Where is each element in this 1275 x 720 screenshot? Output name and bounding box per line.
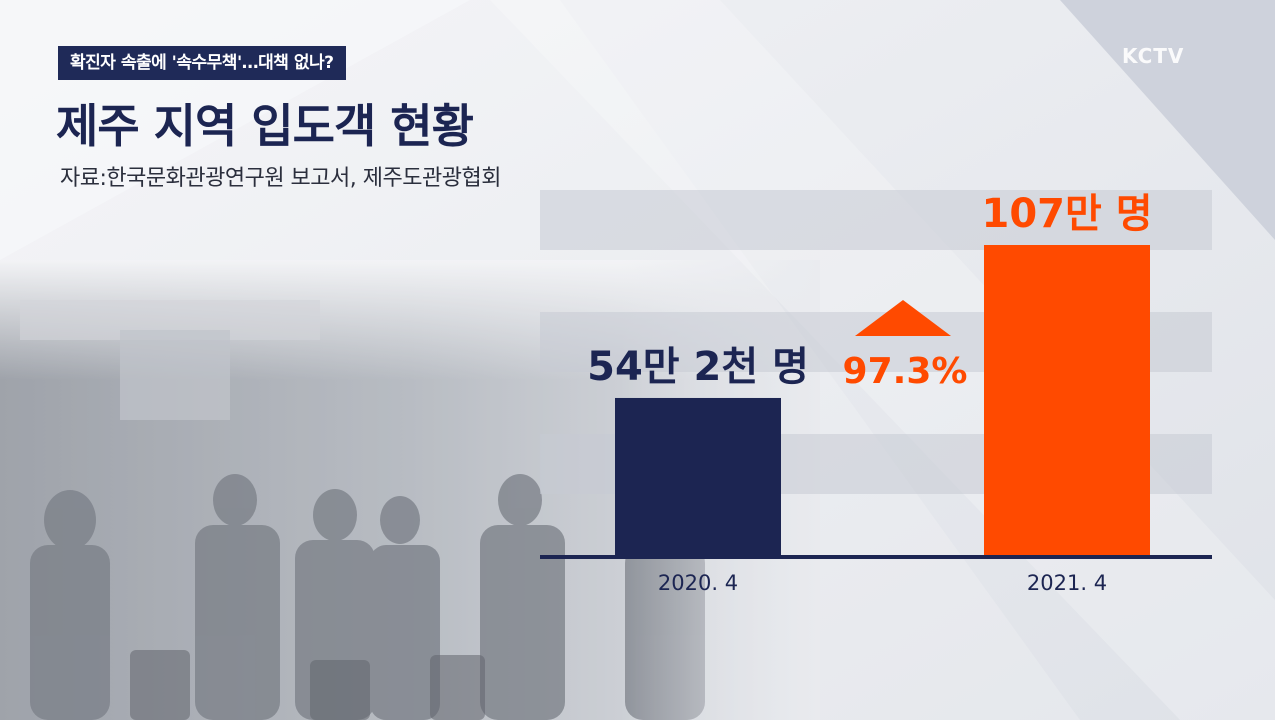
x-tick-label-2: 2021. 4 bbox=[1027, 571, 1107, 595]
bars bbox=[615, 245, 1150, 555]
change-indicator: 97.3% bbox=[843, 300, 968, 392]
increase-arrow-icon bbox=[855, 300, 951, 336]
channel-logo: KCTV bbox=[1122, 44, 1185, 68]
value-labels: 54만 2천 명 107만 명 bbox=[587, 191, 1152, 390]
change-percentage: 97.3% bbox=[843, 351, 968, 392]
bar-2 bbox=[984, 245, 1150, 555]
bar-1 bbox=[615, 397, 781, 555]
x-tick-label-1: 2020. 4 bbox=[658, 571, 738, 595]
page-title: 제주 지역 입도객 현황 bbox=[56, 99, 474, 153]
x-axis: 2020. 4 2021. 4 bbox=[540, 555, 1212, 595]
x-axis-line bbox=[540, 555, 1212, 559]
data-source: 자료:한국문화관광연구원 보고서, 제주도관광협회 bbox=[60, 166, 501, 191]
grid-band-1 bbox=[540, 190, 1212, 250]
value-label-2: 107만 명 bbox=[981, 191, 1152, 237]
news-headline-tag: 확진자 속출에 '속수무책'…대책 없나? bbox=[58, 46, 346, 80]
value-label-1: 54만 2천 명 bbox=[587, 344, 809, 390]
